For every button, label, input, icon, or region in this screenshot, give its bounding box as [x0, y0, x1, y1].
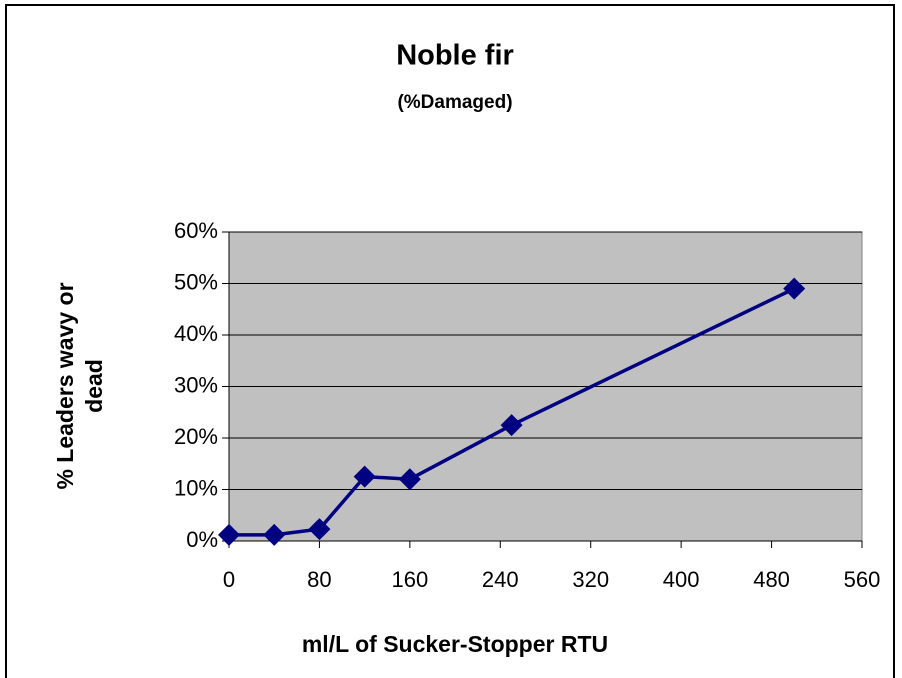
- y-tick-label: 40%: [174, 321, 218, 346]
- marker: [218, 523, 240, 546]
- marker: [398, 468, 421, 491]
- x-tick-label: 240: [482, 567, 519, 592]
- y-axis-label-line: % Leaders wavy or: [52, 282, 78, 489]
- chart-subtitle: (%Damaged): [397, 92, 512, 113]
- marker: [353, 465, 376, 488]
- marker: [263, 523, 286, 546]
- x-axis-label: ml/L of Sucker-Stopper RTU: [302, 631, 608, 657]
- y-axis-label: % Leaders wavy or dead: [52, 282, 107, 489]
- x-tick-label: 560: [844, 567, 881, 592]
- x-tick-label: 400: [663, 567, 700, 592]
- x-tick-label: 80: [307, 567, 331, 592]
- x-tick-label: 480: [753, 567, 790, 592]
- y-tick-label: 10%: [174, 475, 218, 500]
- y-tick-label: 20%: [174, 424, 218, 449]
- marker: [783, 277, 806, 300]
- marker: [308, 518, 331, 541]
- x-tick-label: 0: [223, 567, 235, 592]
- y-tick-label: 50%: [174, 269, 218, 294]
- y-tick-label: 60%: [174, 218, 218, 243]
- y-tick-label: 30%: [174, 372, 218, 397]
- chart-title: Noble fir: [396, 40, 514, 72]
- x-tick-label: 320: [572, 567, 609, 592]
- x-tick-label: 160: [391, 567, 428, 592]
- y-tick-label: 0%: [186, 527, 218, 552]
- marker: [500, 414, 523, 437]
- y-axis-label-line: dead: [81, 359, 107, 413]
